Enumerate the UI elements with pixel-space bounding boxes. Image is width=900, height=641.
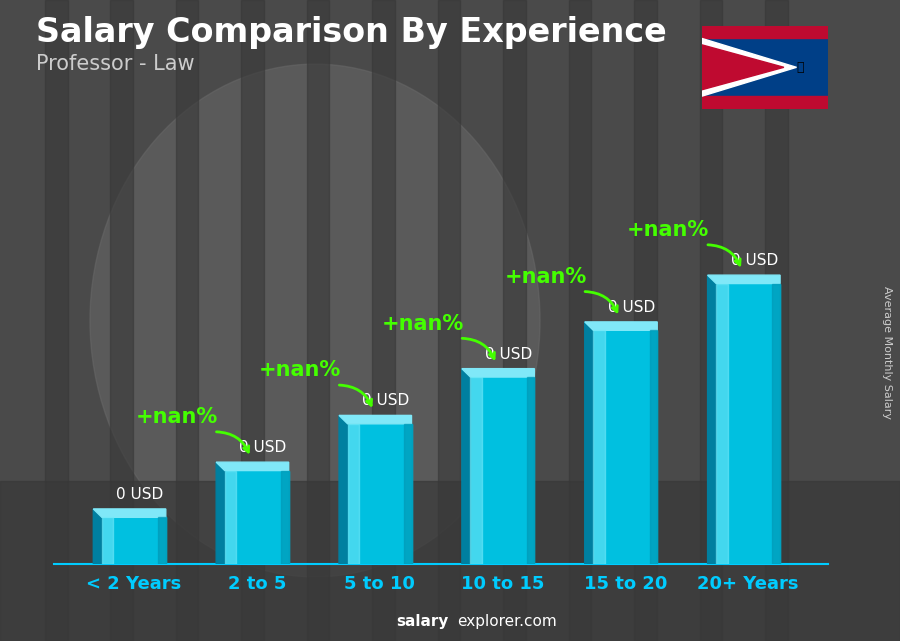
Bar xyxy=(650,330,657,564)
Polygon shape xyxy=(216,462,225,564)
Bar xyxy=(634,0,657,641)
Text: +nan%: +nan% xyxy=(504,267,587,287)
Text: +nan%: +nan% xyxy=(382,313,464,333)
Bar xyxy=(503,0,526,641)
Text: 0 USD: 0 USD xyxy=(116,487,164,502)
Polygon shape xyxy=(702,38,796,96)
Bar xyxy=(158,517,166,564)
Bar xyxy=(176,0,198,641)
Text: 0 USD: 0 USD xyxy=(608,300,655,315)
Text: Average Monthly Salary: Average Monthly Salary xyxy=(881,286,892,419)
Polygon shape xyxy=(94,509,166,517)
Text: +nan%: +nan% xyxy=(136,407,218,427)
Text: Professor - Law: Professor - Law xyxy=(36,54,194,74)
Polygon shape xyxy=(94,509,102,564)
Polygon shape xyxy=(585,322,593,564)
Bar xyxy=(471,377,482,564)
Text: 0 USD: 0 USD xyxy=(731,253,778,268)
Bar xyxy=(281,470,289,564)
Bar xyxy=(716,283,728,564)
Bar xyxy=(373,0,395,641)
Bar xyxy=(471,377,535,564)
Polygon shape xyxy=(707,275,780,283)
Text: explorer.com: explorer.com xyxy=(457,615,557,629)
Bar xyxy=(702,26,828,38)
Bar xyxy=(225,470,237,564)
Bar xyxy=(241,0,264,641)
Bar xyxy=(347,424,411,564)
Bar xyxy=(404,424,411,564)
Text: salary: salary xyxy=(396,615,448,629)
Text: 🦅: 🦅 xyxy=(796,61,804,74)
Bar xyxy=(45,0,68,641)
Polygon shape xyxy=(339,415,411,424)
Bar xyxy=(0,481,900,641)
Bar xyxy=(772,283,780,564)
Polygon shape xyxy=(707,275,716,564)
Bar xyxy=(111,0,133,641)
Polygon shape xyxy=(702,45,784,90)
Text: +nan%: +nan% xyxy=(258,360,341,380)
Polygon shape xyxy=(585,322,657,330)
Text: 0 USD: 0 USD xyxy=(362,394,410,408)
Bar xyxy=(699,0,722,641)
Bar xyxy=(526,377,535,564)
Bar xyxy=(716,283,780,564)
Polygon shape xyxy=(462,369,535,377)
Polygon shape xyxy=(339,415,347,564)
Polygon shape xyxy=(216,462,289,470)
Bar xyxy=(593,330,605,564)
Polygon shape xyxy=(462,369,471,564)
Bar xyxy=(225,470,289,564)
Ellipse shape xyxy=(90,64,540,577)
Bar xyxy=(102,517,166,564)
Bar xyxy=(102,517,113,564)
Bar xyxy=(702,96,828,109)
Text: 0 USD: 0 USD xyxy=(239,440,286,455)
Bar xyxy=(347,424,359,564)
Bar xyxy=(593,330,657,564)
Bar xyxy=(765,0,788,641)
Bar xyxy=(307,0,329,641)
Text: 0 USD: 0 USD xyxy=(485,347,532,362)
Text: Salary Comparison By Experience: Salary Comparison By Experience xyxy=(36,16,667,49)
Text: +nan%: +nan% xyxy=(627,220,709,240)
Bar xyxy=(569,0,591,641)
Bar xyxy=(437,0,460,641)
